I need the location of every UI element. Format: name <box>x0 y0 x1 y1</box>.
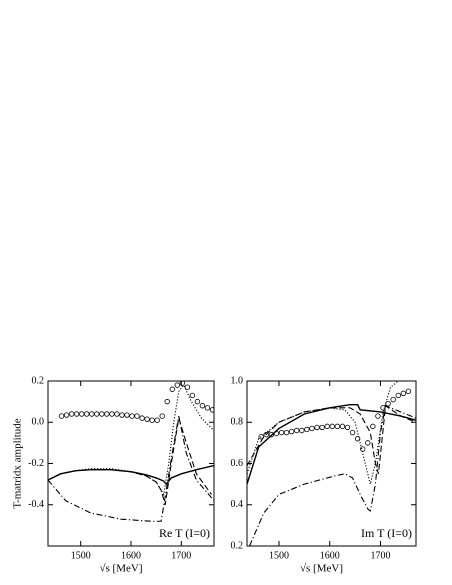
marker <box>119 412 125 418</box>
marker <box>263 431 269 438</box>
marker <box>169 386 175 392</box>
x-tick-label: 1700 <box>370 550 390 561</box>
marker <box>385 400 391 407</box>
curve <box>247 381 416 485</box>
marker <box>334 423 341 430</box>
frame <box>47 380 215 547</box>
marker <box>159 413 165 419</box>
y-tick-label: 1.0 <box>231 375 244 386</box>
marker <box>84 411 90 417</box>
marker <box>164 398 170 405</box>
marker <box>339 423 346 430</box>
x-tick-label: 1700 <box>171 550 191 561</box>
x-tick-label: 1600 <box>121 550 141 561</box>
marker <box>354 436 361 442</box>
marker <box>184 384 191 390</box>
marker <box>344 424 351 431</box>
marker <box>134 413 140 419</box>
marker <box>189 392 196 399</box>
marker <box>139 415 145 421</box>
x-tick-label: 1500 <box>269 550 289 561</box>
x-tick-label: 1600 <box>320 550 340 561</box>
frame <box>246 380 417 547</box>
marker <box>273 430 280 437</box>
plot-area <box>48 381 214 522</box>
marker <box>380 405 386 411</box>
marker <box>309 425 315 432</box>
marker <box>395 392 401 399</box>
marker <box>278 429 285 436</box>
x-axis-label: √s [MeV] <box>99 563 142 575</box>
annotation: Im T (I=0) <box>361 526 412 540</box>
marker <box>149 417 155 423</box>
marker <box>73 411 80 417</box>
marker <box>179 381 186 386</box>
marker <box>375 413 381 419</box>
chart-panel: 0.2 0.4 0.6 0.8 1.0 1500 1600 1700 √s [MeV] Im T … <box>231 375 417 575</box>
curve <box>247 404 416 474</box>
marker <box>314 424 320 431</box>
marker <box>268 431 275 438</box>
marker <box>283 429 290 436</box>
marker <box>79 411 85 417</box>
marker <box>68 411 75 417</box>
marker <box>209 407 214 413</box>
curve <box>48 384 214 496</box>
marker <box>299 427 305 434</box>
marker <box>194 398 201 405</box>
y-tick-label: 0.4 <box>231 499 244 510</box>
marker <box>294 427 300 434</box>
marker <box>144 416 150 422</box>
marker <box>104 411 110 417</box>
marker <box>94 411 100 417</box>
marker <box>89 411 95 417</box>
plot-area <box>247 381 416 546</box>
y-axis-label: T-matridx amplitude <box>12 418 24 508</box>
marker <box>370 423 376 430</box>
y-tick-label: 0.2 <box>231 540 244 551</box>
marker <box>329 423 335 430</box>
annotation: Re T (I=0) <box>159 526 210 540</box>
marker <box>390 396 396 403</box>
marker <box>124 412 130 418</box>
marker <box>204 405 211 411</box>
chart-panel: -0.4 -0.2 0.0 0.2 1500 1600 1700 √s [MeV] T-matr… <box>12 375 215 575</box>
curve <box>48 464 214 486</box>
marker <box>99 411 105 417</box>
marker <box>109 411 115 417</box>
marker <box>174 382 180 388</box>
x-tick-label: 1500 <box>71 550 91 561</box>
marker <box>288 428 295 435</box>
marker <box>405 388 412 395</box>
x-axis-label: √s [MeV] <box>300 563 343 575</box>
marker <box>63 412 70 418</box>
y-tick-label: -0.2 <box>28 458 44 469</box>
marker <box>319 424 325 431</box>
marker <box>58 413 65 419</box>
y-tick-label: 0.0 <box>32 417 45 428</box>
y-tick-label: 0.2 <box>32 375 45 386</box>
marker <box>114 411 120 417</box>
marker <box>324 423 330 430</box>
marker <box>199 403 206 409</box>
curve <box>48 415 214 522</box>
marker <box>365 440 371 446</box>
curve <box>249 404 416 546</box>
marker <box>304 426 310 433</box>
marker <box>349 429 356 436</box>
y-tick-label: 0.8 <box>231 417 244 428</box>
marker <box>154 417 160 423</box>
y-tick-label: -0.4 <box>28 499 44 510</box>
marker <box>400 390 407 397</box>
marker <box>360 446 366 452</box>
marker <box>258 433 264 440</box>
marker <box>129 413 135 419</box>
y-tick-label: 0.6 <box>231 458 244 469</box>
curve <box>48 417 212 505</box>
curve <box>247 404 416 485</box>
